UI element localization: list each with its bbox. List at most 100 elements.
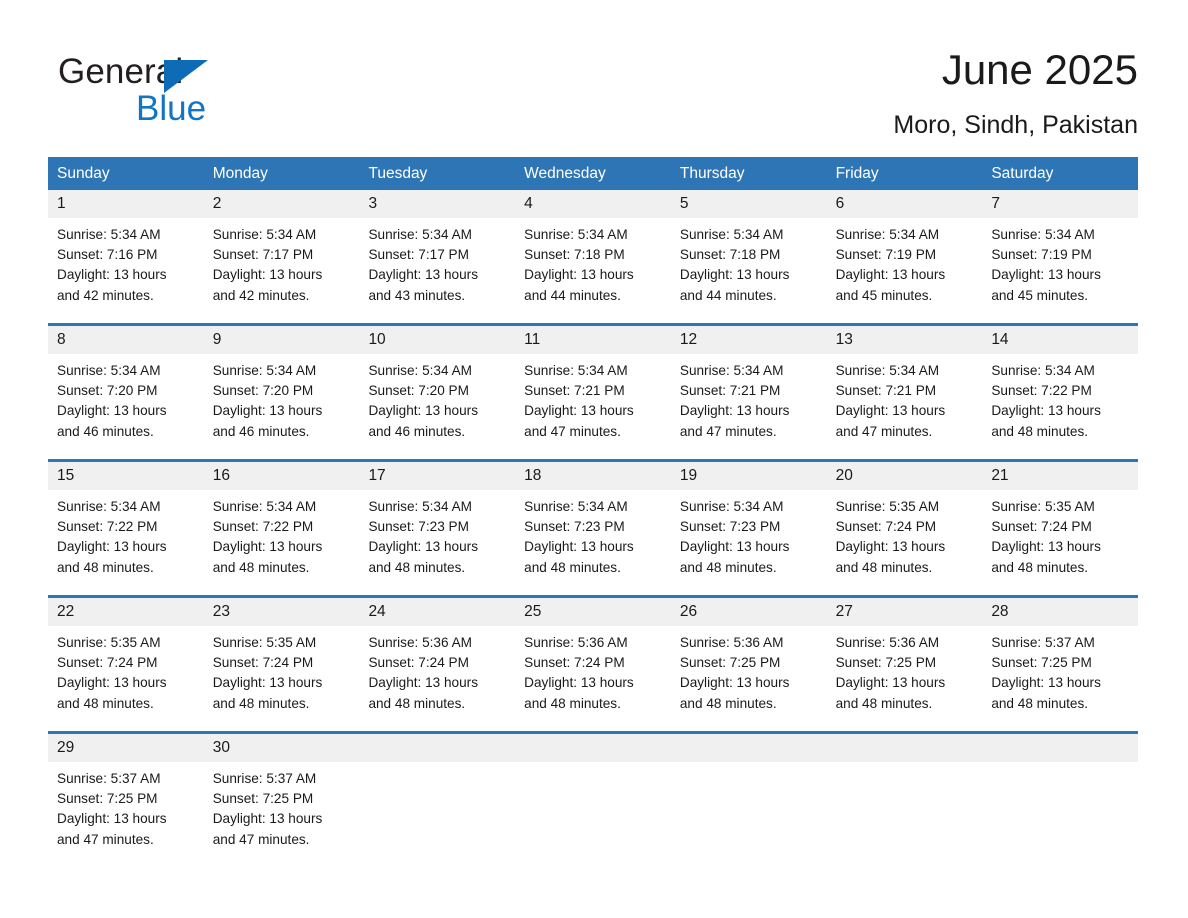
day-number-18[interactable]: 18 — [524, 467, 542, 484]
day-cell-24[interactable]: Sunrise: 5:36 AM Sunset: 7:24 PM Daylight:… — [359, 626, 515, 731]
day-cell-22[interactable]: Sunrise: 5:35 AM Sunset: 7:24 PM Daylight:… — [48, 626, 204, 731]
sunset-text: Sunset: 7:17 PM — [368, 247, 469, 263]
day-cell-9[interactable]: Sunrise: 5:34 AM Sunset: 7:20 PM Daylight:… — [204, 354, 360, 459]
day-number-17[interactable]: 17 — [368, 467, 386, 484]
day-cell-29[interactable]: Sunrise: 5:37 AM Sunset: 7:25 PM Daylight:… — [48, 762, 204, 866]
day-number-13[interactable]: 13 — [835, 331, 853, 348]
day-number-12[interactable]: 12 — [679, 331, 698, 348]
day-cell-19[interactable]: Sunrise: 5:34 AM Sunset: 7:23 PM Daylight:… — [671, 490, 827, 595]
daylight-text-line2: and 47 minutes. — [679, 423, 777, 439]
day-number-16[interactable]: 16 — [212, 467, 230, 484]
day-number-empty — [982, 734, 1138, 762]
day-cell-1[interactable]: Sunrise: 5:34 AM Sunset: 7:16 PM Daylight:… — [48, 218, 204, 323]
sunset-text: Sunset: 7:24 PM — [212, 655, 314, 671]
day-number-19[interactable]: 19 — [679, 467, 698, 484]
day-cell-empty — [827, 762, 983, 866]
sunrise-text: Sunrise: 5:34 AM — [524, 227, 628, 242]
day-cell-18[interactable]: Sunrise: 5:34 AM Sunset: 7:23 PM Daylight:… — [515, 490, 671, 595]
day-number-30[interactable]: 30 — [212, 739, 230, 756]
sunset-text: Sunset: 7:21 PM — [679, 383, 781, 399]
sunset-text: Sunset: 7:21 PM — [524, 383, 625, 399]
day-cell-16[interactable]: Sunrise: 5:34 AM Sunset: 7:22 PM Daylight:… — [204, 490, 360, 595]
day-cell-25[interactable]: Sunrise: 5:36 AM Sunset: 7:24 PM Daylight:… — [515, 626, 671, 731]
day-cell-26[interactable]: Sunrise: 5:36 AM Sunset: 7:25 PM Daylight:… — [671, 626, 827, 731]
daylight-text-line1: Daylight: 13 hours — [835, 403, 946, 419]
day-number-21[interactable]: 21 — [991, 467, 1009, 484]
sunset-text: Sunset: 7:18 PM — [679, 247, 781, 263]
day-number-15[interactable]: 15 — [57, 467, 75, 484]
day-number-5[interactable]: 5 — [679, 195, 689, 212]
day-cell-8[interactable]: Sunrise: 5:34 AM Sunset: 7:20 PM Daylight:… — [48, 354, 204, 459]
day-number-4[interactable]: 4 — [524, 195, 533, 212]
day-cell-27[interactable]: Sunrise: 5:36 AM Sunset: 7:25 PM Daylight:… — [827, 626, 983, 731]
day-cell-6[interactable]: Sunrise: 5:34 AM Sunset: 7:19 PM Daylight:… — [827, 218, 983, 323]
day-cell-17[interactable]: Sunrise: 5:34 AM Sunset: 7:23 PM Daylight:… — [359, 490, 515, 595]
sunrise-text: Sunrise: 5:34 AM — [524, 363, 628, 378]
sunrise-text: Sunrise: 5:36 AM — [524, 635, 628, 650]
sunrise-text: Sunrise: 5:34 AM — [679, 363, 784, 378]
day-number-2[interactable]: 2 — [212, 195, 222, 212]
daylight-text-line2: and 48 minutes. — [212, 559, 310, 575]
day-number-24[interactable]: 24 — [368, 603, 386, 620]
day-number-band: 22 23 24 25 26 27 28 — [48, 598, 1138, 626]
sunrise-text: Sunrise: 5:36 AM — [679, 635, 784, 650]
page-header: General Blue June 2025 Moro, Sindh, Paki… — [48, 44, 1138, 144]
day-cell-10[interactable]: Sunrise: 5:34 AM Sunset: 7:20 PM Daylight:… — [359, 354, 515, 459]
day-cell-28[interactable]: Sunrise: 5:37 AM Sunset: 7:25 PM Daylight:… — [982, 626, 1138, 731]
day-number-25[interactable]: 25 — [524, 603, 542, 620]
day-number-9[interactable]: 9 — [212, 331, 222, 348]
day-cell-7[interactable]: Sunrise: 5:34 AM Sunset: 7:19 PM Daylight:… — [982, 218, 1138, 323]
daylight-text-line1: Daylight: 13 hours — [368, 539, 479, 555]
day-number-8[interactable]: 8 — [57, 331, 66, 348]
sunset-text: Sunset: 7:25 PM — [57, 791, 158, 807]
day-number-20[interactable]: 20 — [835, 467, 853, 484]
sunrise-text: Sunrise: 5:34 AM — [57, 499, 161, 514]
generalblue-logo[interactable]: General Blue — [58, 52, 418, 142]
sunrise-text: Sunrise: 5:34 AM — [524, 499, 628, 514]
daylight-text-line1: Daylight: 13 hours — [679, 403, 790, 419]
day-number-14[interactable]: 14 — [991, 331, 1009, 348]
weekday-header-sunday: Sunday — [57, 165, 110, 182]
day-cell-21[interactable]: Sunrise: 5:35 AM Sunset: 7:24 PM Daylight:… — [982, 490, 1138, 595]
day-number-3[interactable]: 3 — [368, 195, 378, 212]
day-number-11[interactable]: 11 — [524, 331, 541, 348]
sunset-text: Sunset: 7:24 PM — [991, 519, 1092, 535]
day-cell-20[interactable]: Sunrise: 5:35 AM Sunset: 7:24 PM Daylight:… — [827, 490, 983, 595]
daylight-text-line2: and 48 minutes. — [991, 559, 1089, 575]
day-number-26[interactable]: 26 — [679, 603, 698, 620]
sunset-text: Sunset: 7:25 PM — [212, 791, 314, 807]
weekday-header-monday: Monday — [212, 165, 268, 182]
weekday-header-tuesday: Tuesday — [368, 165, 428, 182]
day-cell-empty — [359, 762, 515, 866]
daylight-text-line1: Daylight: 13 hours — [57, 267, 167, 283]
day-cell-5[interactable]: Sunrise: 5:34 AM Sunset: 7:18 PM Daylight:… — [671, 218, 827, 323]
day-number-29[interactable]: 29 — [57, 739, 75, 756]
day-cell-14[interactable]: Sunrise: 5:34 AM Sunset: 7:22 PM Daylight:… — [982, 354, 1138, 459]
weekday-header-saturday: Saturday — [991, 165, 1054, 182]
day-number-27[interactable]: 27 — [835, 603, 853, 620]
daylight-text-line1: Daylight: 13 hours — [524, 267, 634, 283]
day-number-10[interactable]: 10 — [368, 331, 386, 348]
daylight-text-line2: and 46 minutes. — [368, 423, 466, 439]
day-cell-11[interactable]: Sunrise: 5:34 AM Sunset: 7:21 PM Daylight:… — [515, 354, 671, 459]
day-cell-2[interactable]: Sunrise: 5:34 AM Sunset: 7:17 PM Daylight:… — [204, 218, 360, 323]
day-cell-12[interactable]: Sunrise: 5:34 AM Sunset: 7:21 PM Daylight:… — [671, 354, 827, 459]
daylight-text-line2: and 47 minutes. — [835, 423, 933, 439]
day-cell-15[interactable]: Sunrise: 5:34 AM Sunset: 7:22 PM Daylight:… — [48, 490, 204, 595]
day-number-1[interactable]: 1 — [57, 195, 66, 212]
sunset-text: Sunset: 7:22 PM — [991, 383, 1092, 399]
day-cell-3[interactable]: Sunrise: 5:34 AM Sunset: 7:17 PM Daylight:… — [359, 218, 515, 323]
day-cell-23[interactable]: Sunrise: 5:35 AM Sunset: 7:24 PM Daylight:… — [204, 626, 360, 731]
day-number-22[interactable]: 22 — [57, 603, 75, 620]
day-number-28[interactable]: 28 — [991, 603, 1009, 620]
day-number-7[interactable]: 7 — [991, 195, 1000, 212]
day-cell-30[interactable]: Sunrise: 5:37 AM Sunset: 7:25 PM Daylight:… — [204, 762, 360, 866]
day-cell-13[interactable]: Sunrise: 5:34 AM Sunset: 7:21 PM Daylight:… — [827, 354, 983, 459]
day-cell-4[interactable]: Sunrise: 5:34 AM Sunset: 7:18 PM Daylight:… — [515, 218, 671, 323]
calendar-week-row: 1 2 3 4 5 6 7 Sunrise: 5:34 AM Sunset: 7:16 PM Da… — [48, 190, 1138, 323]
daylight-text-line1: Daylight: 13 hours — [368, 403, 479, 419]
day-number-6[interactable]: 6 — [835, 195, 845, 212]
day-number-23[interactable]: 23 — [212, 603, 230, 620]
day-detail-band: Sunrise: 5:35 AM Sunset: 7:24 PM Daylight:… — [48, 626, 1138, 731]
